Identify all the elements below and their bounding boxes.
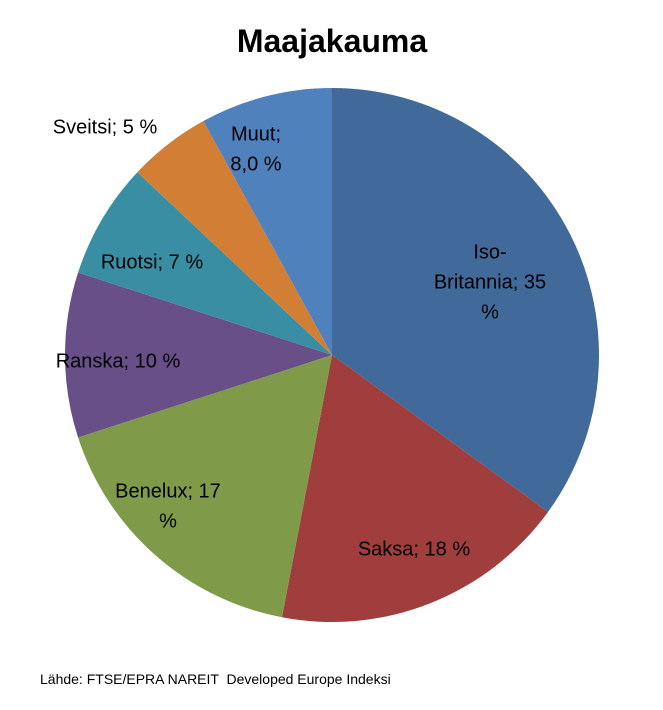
data-label: Ranska; 10 % [56,350,181,372]
source-note: Lähde: FTSE/EPRA NAREIT Developed Europe… [40,671,391,687]
pie-slice [65,272,333,438]
data-label: Saksa; 18 % [358,538,471,560]
data-label: Benelux; 17% [115,480,221,532]
data-label: Muut; 8,0 % [230,123,281,175]
pie-slice [281,355,549,622]
data-label: Ruotsi; 7 % [101,251,203,273]
pie-slice [78,355,333,618]
pie-slice [137,121,332,355]
pie-slice [332,88,599,512]
data-label: Iso-Britannia; 35% [434,241,546,323]
pie-slice [78,172,333,355]
chart-title: Maajakauma [237,23,428,59]
pie-slice [203,88,332,355]
data-label: Sveitsi; 5 % [53,116,158,138]
